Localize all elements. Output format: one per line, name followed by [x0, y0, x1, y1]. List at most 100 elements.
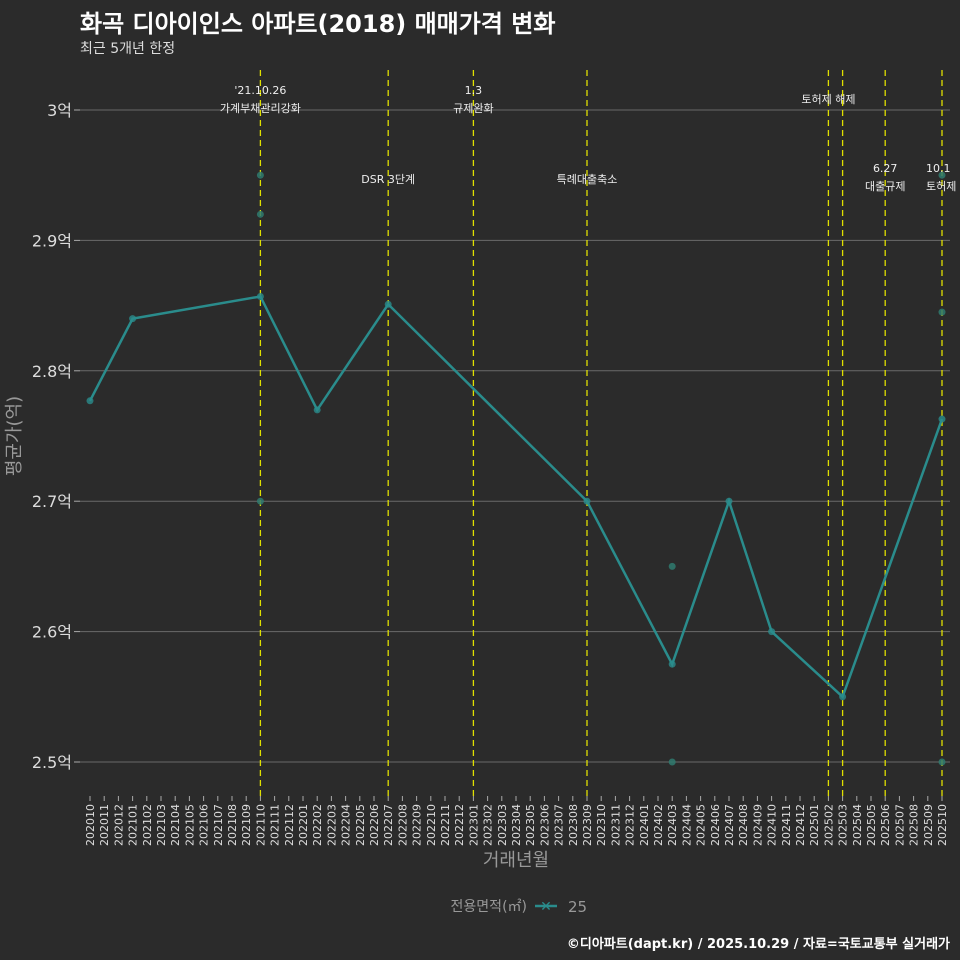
y-tick-label: 2.6억: [32, 623, 72, 642]
event-label: 10.1: [926, 162, 951, 175]
event-label: '21.10.26: [234, 84, 286, 97]
event-label: 토허제: [926, 180, 956, 193]
series-line: [88, 295, 944, 699]
data-point: [938, 415, 946, 423]
event-label: 특례대출축소: [557, 173, 618, 186]
scatter-point: [256, 171, 264, 179]
x-tick-label: 202112: [283, 804, 296, 846]
data-point: [839, 693, 847, 701]
x-tick-label: 202507: [893, 804, 906, 846]
source-caption: ©디아파트(dapt.kr) / 2025.10.29 / 자료=국토교통부 실…: [566, 937, 950, 952]
x-tick-label: 202406: [709, 804, 722, 846]
x-tick-label: 202401: [638, 804, 651, 846]
x-tick-label: 202402: [652, 804, 665, 846]
scatter-point: [256, 497, 264, 505]
x-tick-label: 202202: [311, 804, 324, 846]
x-tick-label: 202501: [808, 804, 821, 846]
data-point: [384, 300, 392, 308]
legend-label: 25: [568, 898, 587, 916]
x-tick-label: 202308: [567, 804, 580, 846]
x-tick-label: 202011: [98, 804, 111, 846]
x-tick-label: 202101: [127, 804, 140, 846]
x-tick-label: 202405: [695, 804, 708, 846]
x-tick-label: 202309: [581, 804, 594, 846]
x-tick-label: 202412: [794, 804, 807, 846]
x-tick-label: 202111: [269, 804, 282, 846]
x-tick-label: 202207: [382, 804, 395, 846]
x-tick-label: 202508: [908, 804, 921, 846]
scatter-point: [938, 758, 946, 766]
x-tick-label: 202504: [851, 804, 864, 846]
x-tick-label: 202306: [538, 804, 551, 846]
x-tick-label: 202403: [666, 804, 679, 846]
x-tick-label: 202407: [723, 804, 736, 846]
data-point: [86, 397, 94, 405]
scatter-point: [668, 758, 676, 766]
event-label: 가계부채관리강화: [220, 102, 301, 115]
x-tick-label: 202208: [396, 804, 409, 846]
x-tick-label: 202108: [226, 804, 239, 846]
data-point: [256, 292, 264, 300]
x-tick-label: 202304: [510, 804, 523, 846]
x-tick-label: 202206: [368, 804, 381, 846]
x-tick-label: 202409: [751, 804, 764, 846]
event-label: 1.3: [465, 84, 483, 97]
x-tick-label: 202109: [240, 804, 253, 846]
y-tick-label: 2.7억: [32, 492, 72, 511]
x-tick-label: 202210: [425, 804, 438, 846]
x-tick-label: 202203: [325, 804, 338, 846]
x-tick-label: 202205: [354, 804, 367, 846]
x-tick-label: 202107: [212, 804, 225, 846]
x-tick-label: 202502: [822, 804, 835, 846]
x-tick-label: 202310: [595, 804, 608, 846]
event-label: 대출규제: [865, 180, 905, 193]
x-tick-label: 202212: [453, 804, 466, 846]
x-tick-label: 202010: [84, 804, 97, 846]
scatter-point: [668, 562, 676, 570]
x-tick-label: 202211: [439, 804, 452, 846]
x-tick-label: 202509: [922, 804, 935, 846]
x-tick-label: 202104: [169, 804, 182, 846]
legend-title: 전용면적(㎡): [451, 899, 527, 915]
x-tick-label: 202204: [340, 804, 353, 846]
x-tick-label: 202303: [496, 804, 509, 846]
x-tick-label: 202103: [155, 804, 168, 846]
x-tick-label: 202209: [411, 804, 424, 846]
x-tick-label: 202305: [524, 804, 537, 846]
x-tick-label: 202404: [680, 804, 693, 846]
data-point: [768, 628, 776, 636]
data-point: [583, 497, 591, 505]
x-tick-label: 202201: [297, 804, 310, 846]
scatter-point: [938, 308, 946, 316]
y-tick-label: 2.9억: [32, 231, 72, 250]
scatter-point: [938, 171, 946, 179]
y-tick-label: 2.8억: [32, 362, 72, 381]
x-tick-label: 202411: [780, 804, 793, 846]
data-point: [725, 497, 733, 505]
y-tick-label: 2.5억: [32, 753, 72, 772]
event-label: 6.27: [873, 162, 898, 175]
scatter-point: [256, 210, 264, 218]
x-tick-label: 202408: [737, 804, 750, 846]
x-tick-label: 202301: [467, 804, 480, 846]
y-axis-title: 평균가(억): [4, 396, 25, 476]
x-tick-label: 202311: [609, 804, 622, 846]
x-tick-label: 202302: [482, 804, 495, 846]
chart-title: 화곡 디아이인스 아파트(2018) 매매가격 변화: [80, 10, 556, 38]
x-tick-label: 202106: [198, 804, 211, 846]
x-tick-label: 202012: [112, 804, 125, 846]
x-tick-label: 202510: [936, 804, 949, 846]
legend-cross-icon: ✕: [540, 899, 552, 915]
data-point: [668, 660, 676, 668]
x-tick-label: 202410: [766, 804, 779, 846]
x-tick-label: 202503: [837, 804, 850, 846]
event-label: 토허제 해제: [801, 92, 855, 106]
x-tick-label: 202505: [865, 804, 878, 846]
x-tick-label: 202312: [624, 804, 637, 846]
event-label: DSR 3단계: [361, 173, 415, 186]
data-point: [129, 315, 137, 323]
x-tick-label: 202102: [141, 804, 154, 846]
chart-subtitle: 최근 5개년 한정: [80, 41, 176, 57]
data-point: [313, 406, 321, 414]
